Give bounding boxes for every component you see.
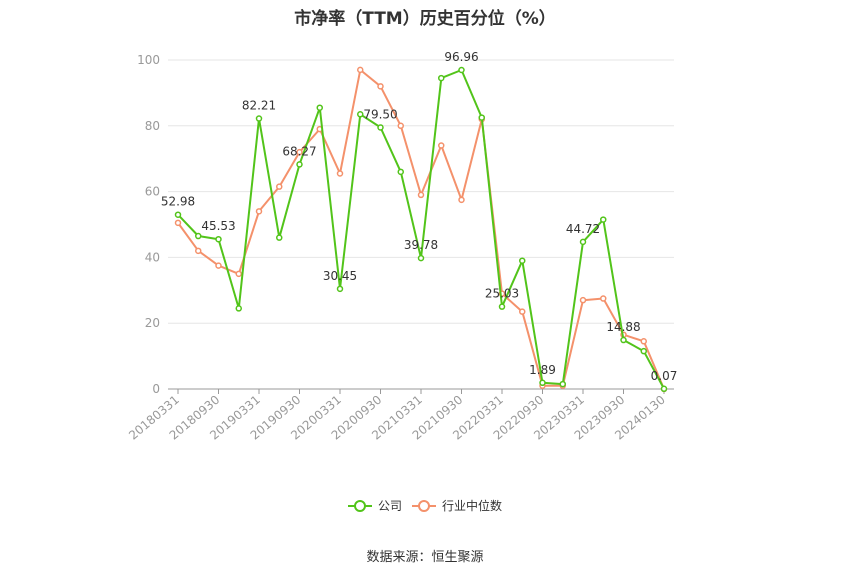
source-note: 数据来源：恒生聚源 [366,550,484,565]
company-data-label: 96.96 [444,50,478,64]
company-data-label: 44.72 [566,222,600,236]
legend[interactable]: 公司 行业中位数 [348,498,502,513]
company-point[interactable] [195,232,202,240]
industry-point[interactable] [195,247,202,255]
industry-point[interactable] [417,191,425,199]
company-data-label: 1.89 [529,363,556,377]
company-data-label: 39.78 [404,238,438,252]
company-point[interactable] [235,305,242,312]
company-point[interactable] [397,168,404,176]
industry-point[interactable] [397,122,404,130]
industry-point[interactable] [255,208,263,215]
industry-point[interactable] [458,196,465,204]
company-data-label: 25.03 [485,287,519,301]
legend-industry-label: 行业中位数 [442,498,502,513]
industry-point[interactable] [215,262,222,269]
company-point[interactable] [438,74,445,82]
industry-point[interactable] [296,148,303,156]
y-tick-label: 60 [145,185,160,199]
industry-point[interactable] [357,66,364,74]
industry-point[interactable] [519,308,526,315]
company-point[interactable] [174,211,182,218]
company-point[interactable] [600,216,607,223]
y-tick-label: 100 [137,53,160,67]
company-point[interactable] [519,257,526,264]
industry-point[interactable] [174,219,182,227]
y-tick-label: 40 [145,250,160,264]
company-point[interactable] [336,285,344,293]
y-tick-label: 20 [145,316,160,330]
legend-company-label: 公司 [378,499,402,513]
company-point[interactable] [620,336,627,344]
company-data-label: 0.07 [651,369,678,383]
y-tick-label: 80 [145,119,160,133]
company-point[interactable] [559,380,566,388]
company-point[interactable] [357,111,364,118]
company-data-label: 45.53 [201,219,235,233]
industry-point[interactable] [438,142,445,149]
company-point[interactable] [316,104,323,111]
series-lines [174,66,668,393]
industry-point[interactable] [377,83,384,90]
data-labels: 52.98 45.53 82.21 68.27 30.45 79.50 39.78 96.96… [161,50,678,383]
industry-point[interactable] [579,296,587,304]
company-data-label: 82.21 [242,99,276,113]
industry-point[interactable] [276,183,283,190]
company-point[interactable] [276,234,283,241]
company-data-label: 68.27 [282,144,316,158]
company-point[interactable] [215,235,222,243]
chart-title: 市净率（TTM）历史百分位（%） [294,9,556,29]
industry-point[interactable] [640,338,647,345]
company-point[interactable] [640,347,647,355]
company-point[interactable] [498,303,506,310]
industry-point[interactable] [600,295,607,302]
company-data-label: 79.50 [363,107,397,121]
company-point[interactable] [478,114,485,121]
company-data-label: 14.88 [606,320,640,334]
y-tick-label: 0 [152,382,160,396]
company-point[interactable] [579,238,587,246]
axes: 0204060801002018033120180930201903312019… [126,53,674,443]
industry-point[interactable] [235,270,242,278]
company-point[interactable] [660,385,668,393]
company-point[interactable] [417,254,425,262]
company-data-label: 52.98 [161,195,195,209]
company-point[interactable] [255,115,263,122]
company-point[interactable] [377,124,384,131]
company-point[interactable] [296,161,303,168]
legend-company-marker [354,500,366,512]
industry-point[interactable] [336,170,344,177]
legend-industry-marker [418,500,430,512]
company-point[interactable] [539,379,546,387]
company-point[interactable] [458,66,465,74]
company-data-label: 30.45 [323,269,357,283]
